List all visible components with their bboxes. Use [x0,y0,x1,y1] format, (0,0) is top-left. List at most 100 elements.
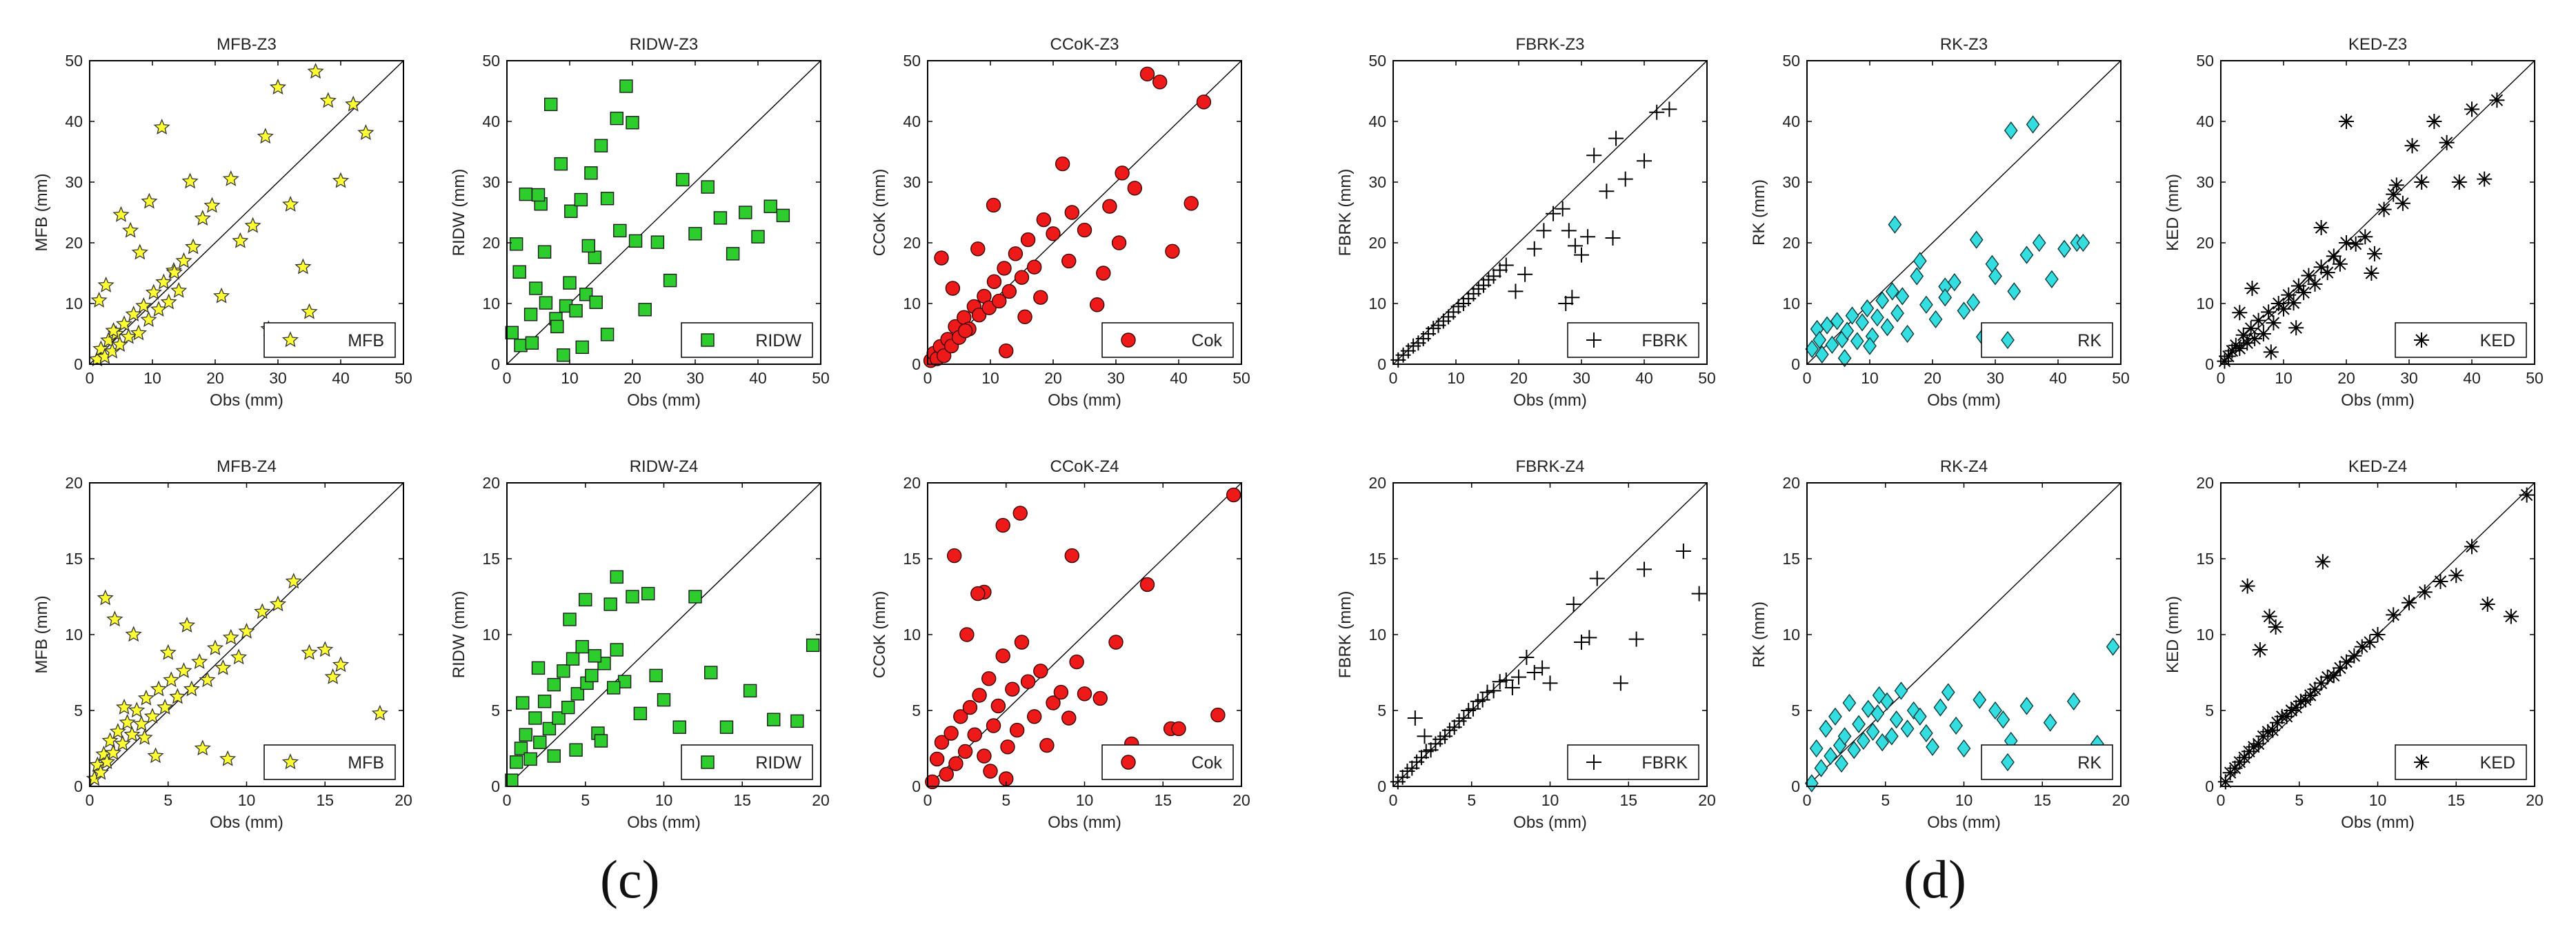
y-tick-label: 0 [74,355,83,373]
data-point [649,668,663,683]
data-point [547,749,561,763]
data-point [1628,631,1644,647]
data-point [1957,739,1971,758]
data-point [1805,339,1819,359]
scatter-panel-mfb-z3: MFB-Z3 0 10 20 30 40 50 0 10 20 30 40 50 Obs (mm) MFB … [32,35,412,410]
chart-title: RK-Z4 [1940,457,1988,476]
data-point [2290,278,2306,294]
data-point [1870,704,1885,723]
data-point [569,304,583,318]
data-point [1814,759,1828,777]
data-point [194,739,211,756]
scatter-panel-rk-z3: RK-Z3 0 10 20 30 40 50 0 10 20 30 40 50 Obs (mm) RK (m… [1750,35,2130,410]
y-tick-label: 20 [2196,474,2214,492]
legend-marker [701,755,715,769]
data-point [563,276,577,290]
scatter-panel-ccok-z4: CCoK-Z4 0 5 10 15 20 0 5 10 15 20 Obs (mm) CCoK (mm)… [870,457,1250,832]
data-point [2263,344,2279,360]
chart-title: RK-Z3 [1940,35,1988,54]
data-point [719,720,734,734]
data-point [1479,684,1495,700]
legend: Cok [1101,744,1234,780]
y-tick-label: 20 [903,474,921,492]
data-point [2319,669,2335,685]
data-point [995,648,1010,664]
data-point [613,223,627,238]
x-tick-label: 15 [316,791,334,809]
data-point [2293,693,2309,709]
data-point [130,324,147,341]
data-point [929,751,945,767]
data-point [2404,138,2420,154]
x-tick-label: 0 [86,791,94,809]
data-point [704,666,718,679]
data-point [531,188,546,202]
data-points [505,79,790,362]
data-point [203,197,221,213]
data-point [1661,101,1677,117]
legend-marker [1121,332,1136,348]
data-point [2250,312,2266,328]
y-axis-label: MFB (mm) [32,173,51,251]
data-point [140,311,157,328]
x-axis-label: Obs (mm) [627,391,701,410]
data-point [600,328,615,341]
x-tick-label: 0 [923,369,932,387]
y-tick-label: 10 [65,295,83,312]
data-point [575,340,589,355]
data-point [2276,301,2291,317]
x-tick-label: 10 [1447,369,1465,387]
x-tick-label: 0 [86,369,94,387]
data-point [2043,713,2057,732]
data-point [2307,276,2323,292]
y-axis-label: RK (mm) [1750,601,1768,668]
data-point [1561,223,1577,239]
data-point [1870,308,1884,327]
data-point [125,306,142,322]
y-tick-label: 0 [2205,355,2214,373]
data-point [1889,710,1904,729]
y-tick-label: 50 [1782,52,1800,70]
data-point [1599,183,1615,199]
plot-frame [1806,60,2121,365]
data-point [1928,310,1943,329]
data-point [519,187,532,201]
x-tick-label: 15 [1154,791,1172,809]
data-point [1996,710,2010,729]
legend-box [2395,744,2527,780]
data-point [1900,324,1915,344]
data-points [88,63,375,367]
y-tick-label: 30 [903,173,921,191]
legend-label: FBRK [1641,753,1688,773]
data-point [575,639,589,654]
data-point [2268,619,2284,635]
data-point [2007,282,2021,301]
data-point [523,752,537,766]
data-point [936,348,952,364]
data-point [1519,650,1535,665]
data-point [2217,774,2233,790]
data-point [301,644,318,660]
data-point [1842,693,1857,713]
x-tick-label: 40 [2463,369,2481,387]
scatter-panel-ked-z4: KED-Z4 0 5 10 15 20 0 5 10 15 20 Obs (mm) KED (mm) KE… [2164,457,2544,832]
y-tick-label: 5 [1377,702,1386,719]
data-point [1486,683,1501,699]
data-point [1885,282,1899,301]
data-point [1820,316,1834,335]
data-point [128,702,146,718]
data-point [2439,135,2455,150]
panel-label-d: (d) [1904,849,1966,909]
y-tick-label: 10 [1368,295,1386,312]
data-point [934,735,950,750]
data-point [345,95,362,112]
data-point [550,319,564,334]
x-tick-label: 20 [2112,791,2130,809]
data-point [230,648,248,665]
data-point [1866,722,1880,741]
data-point [2261,304,2277,320]
data-point [1809,739,1824,758]
y-tick-label: 10 [903,295,921,312]
data-point [971,308,987,323]
data-point [1913,252,1927,270]
